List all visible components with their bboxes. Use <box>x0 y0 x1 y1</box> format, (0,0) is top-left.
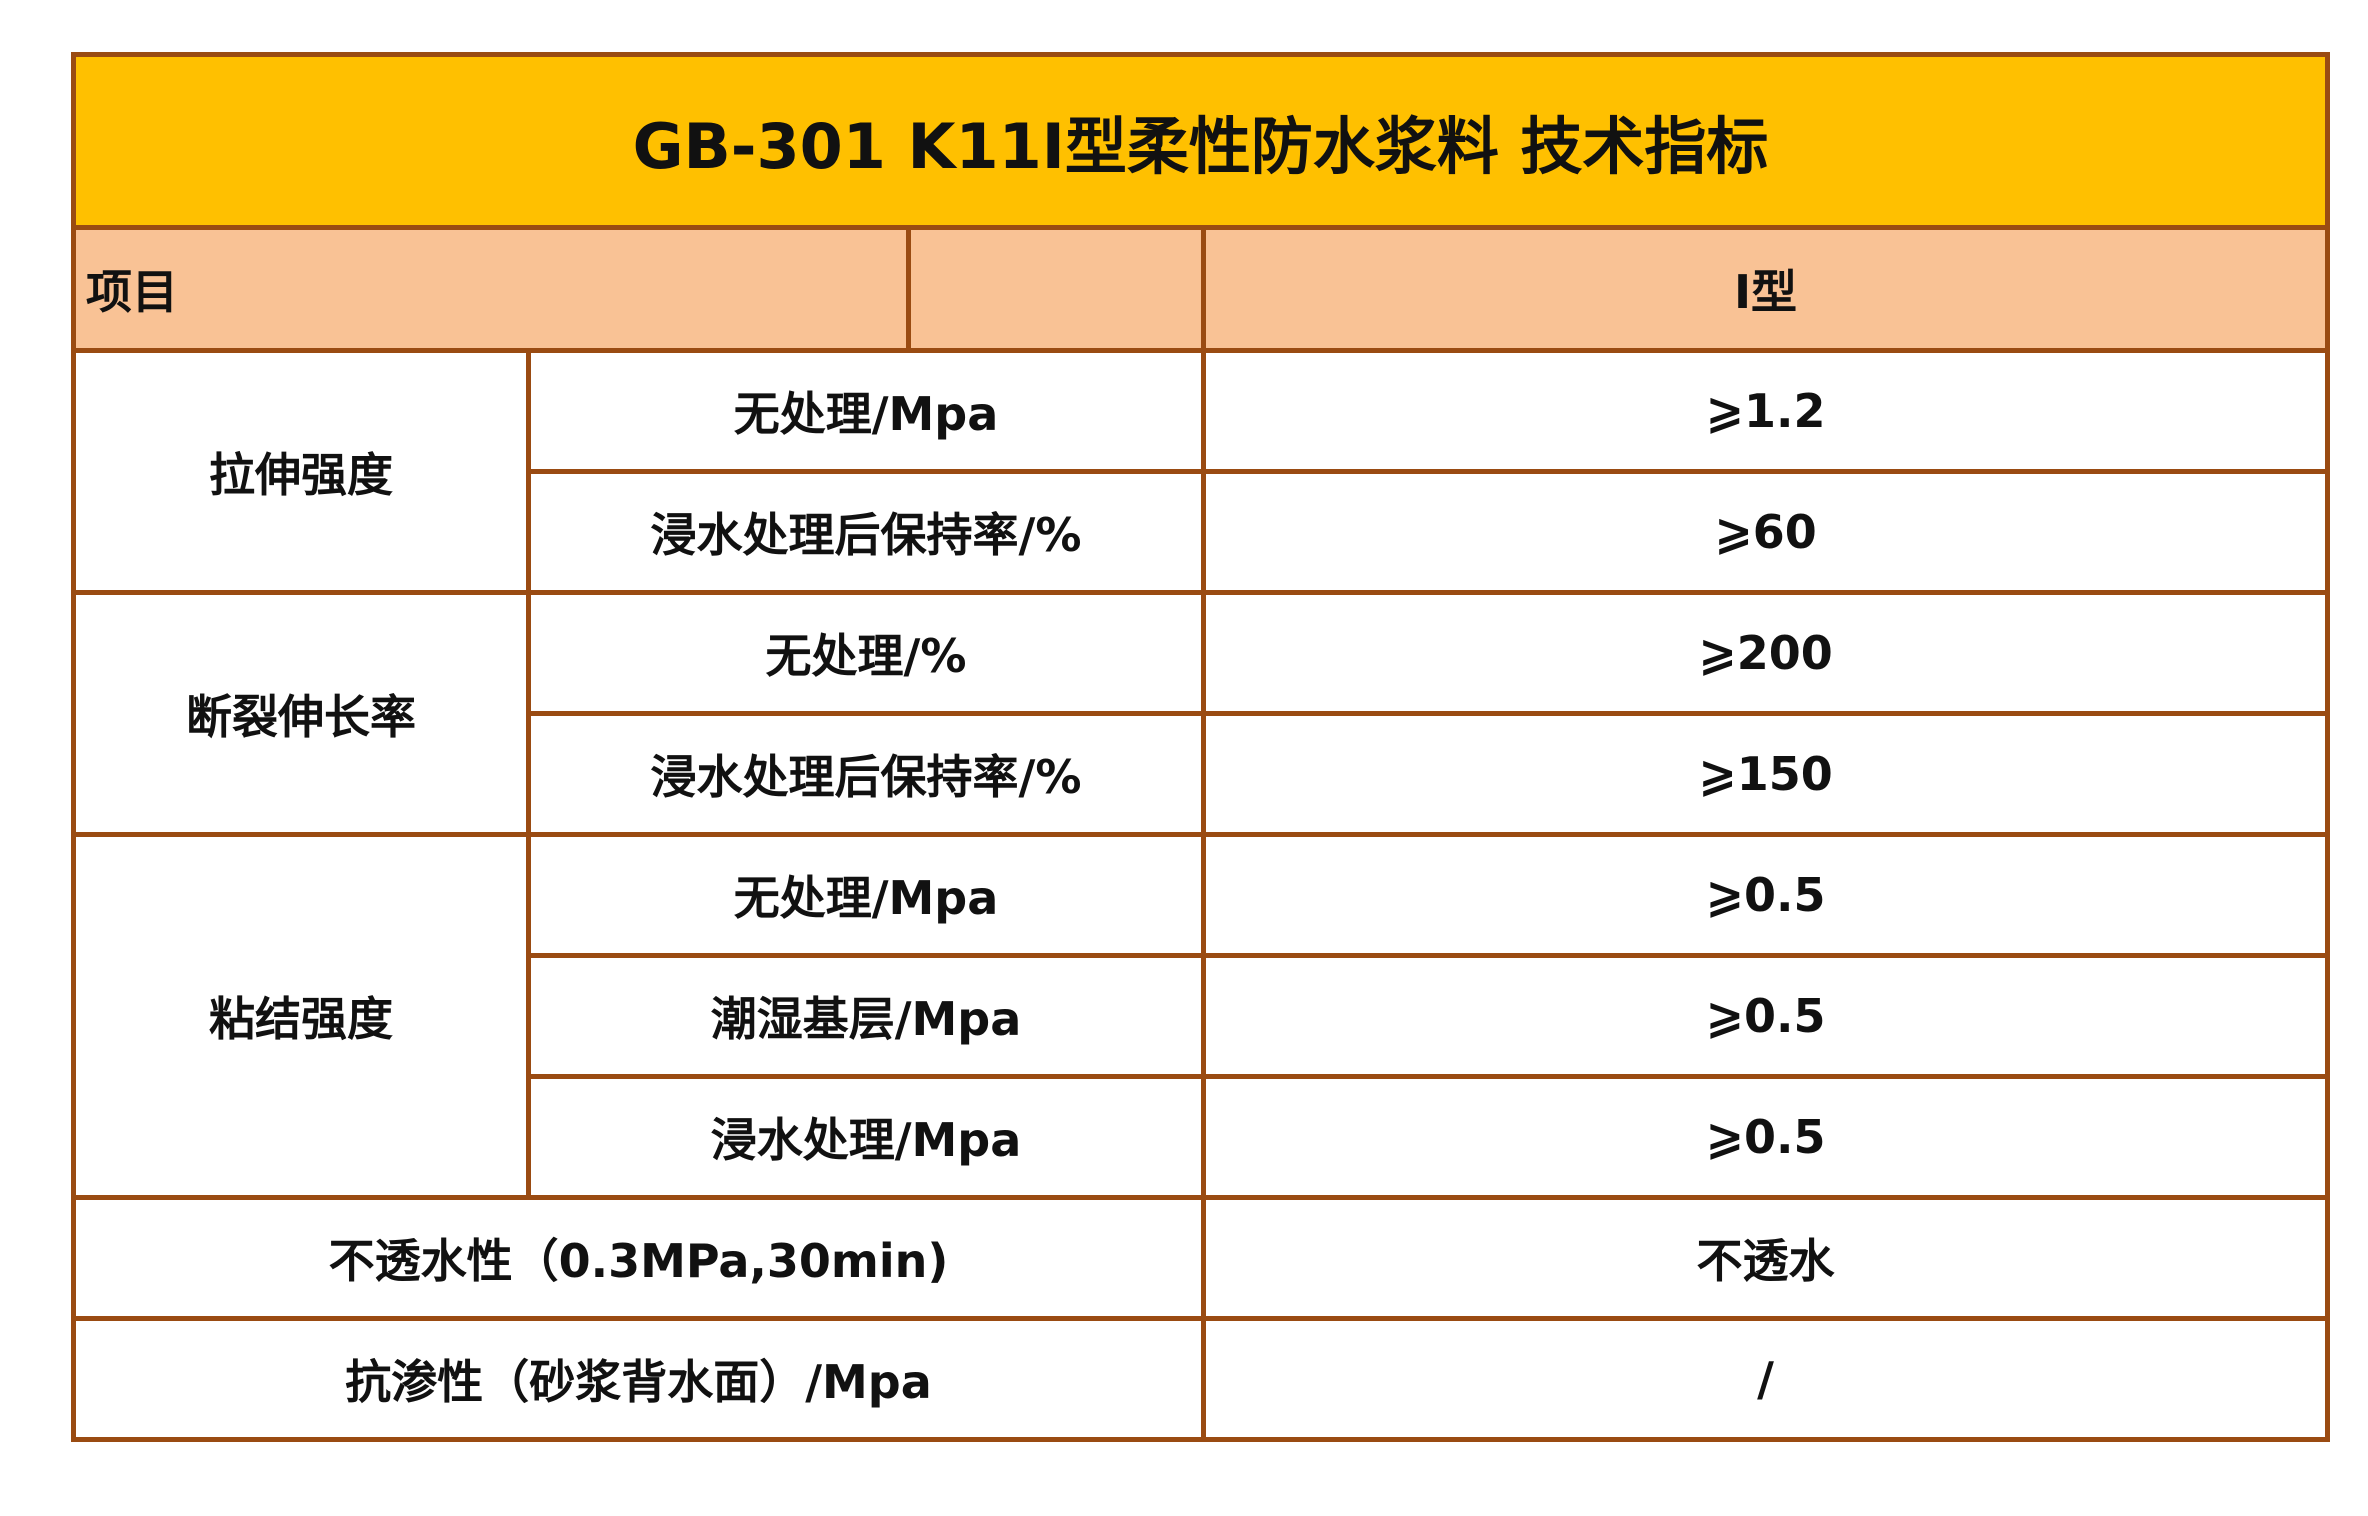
table-title: GB-301 K11Ⅰ型柔性防水浆料 技术指标 <box>71 52 2330 230</box>
table-row: 粘结强度 无处理/Mpa ⩾0.5 <box>71 832 2330 1200</box>
value-cell: ⩾0.5 <box>1201 1074 2330 1200</box>
title-row: GB-301 K11Ⅰ型柔性防水浆料 技术指标 <box>71 52 2330 230</box>
header-empty-cell <box>906 225 1206 353</box>
header-type-label: Ⅰ型 <box>1201 225 2330 353</box>
condition-cell: 无处理/Mpa <box>526 832 1206 958</box>
group-name-elongation: 断裂伸长率 <box>71 590 531 837</box>
table-row: 浸水处理后保持率/% ⩾60 <box>74 469 2330 595</box>
condition-cell: 浸水处理后保持率/% <box>526 469 1206 595</box>
value-cell: / <box>1201 1316 2330 1442</box>
value-cell: ⩾1.2 <box>1201 348 2330 474</box>
table-row: 不透水性（0.3MPa,30min) 不透水 <box>71 1195 2330 1321</box>
value-cell: ⩾150 <box>1201 711 2330 837</box>
condition-cell: 无处理/Mpa <box>526 348 1206 474</box>
group-name-bond-strength: 粘结强度 <box>71 832 531 1200</box>
condition-cell: 浸水处理后保持率/% <box>526 711 1206 837</box>
table-row: 浸水处理后保持率/% ⩾150 <box>74 711 2330 837</box>
table-row: 抗渗性（砂浆背水面）/Mpa / <box>71 1316 2330 1442</box>
value-cell: ⩾200 <box>1201 590 2330 716</box>
header-item-label: 项目 <box>71 225 911 353</box>
header-row: 项目 Ⅰ型 <box>71 225 2330 353</box>
condition-cell: 无处理/% <box>526 590 1206 716</box>
table-row: 断裂伸长率 无处理/% ⩾200 <box>71 590 2330 837</box>
table-row: 潮湿基层/Mpa ⩾0.5 <box>74 953 2330 1079</box>
group-name-tensile-strength: 拉伸强度 <box>71 348 531 595</box>
value-cell: ⩾0.5 <box>1201 832 2330 958</box>
item-seepage-resistance: 抗渗性（砂浆背水面）/Mpa <box>71 1316 1206 1442</box>
value-cell: 不透水 <box>1201 1195 2330 1321</box>
condition-cell: 浸水处理/Mpa <box>526 1074 1206 1200</box>
table-row: 拉伸强度 无处理/Mpa ⩾1.2 <box>71 348 2330 595</box>
table-row: 浸水处理/Mpa ⩾0.5 <box>74 1074 2330 1200</box>
item-impermeability: 不透水性（0.3MPa,30min) <box>71 1195 1206 1321</box>
value-cell: ⩾0.5 <box>1201 953 2330 1079</box>
value-cell: ⩾60 <box>1201 469 2330 595</box>
technical-spec-table: GB-301 K11Ⅰ型柔性防水浆料 技术指标 项目 Ⅰ型 拉伸强度 无处理/M… <box>71 52 2330 1442</box>
condition-cell: 潮湿基层/Mpa <box>526 953 1206 1079</box>
